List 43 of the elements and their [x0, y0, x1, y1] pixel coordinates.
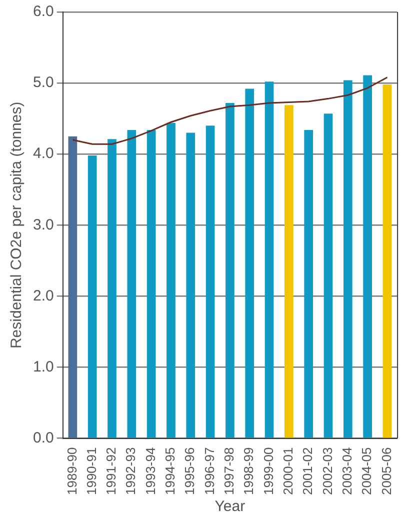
x-tick-label: 1999-00 — [260, 447, 276, 496]
x-tick-label: 2000-01 — [280, 447, 296, 496]
x-tick-label: 1990-91 — [84, 447, 99, 496]
bar — [68, 136, 78, 438]
bar — [284, 105, 294, 438]
bar — [166, 122, 176, 438]
x-tick-label: 1998-99 — [241, 447, 256, 496]
x-tick-label: 2001-02 — [300, 447, 316, 496]
y-tick-label: 6.0 — [32, 3, 54, 20]
x-tick-label: 2005-06 — [378, 447, 394, 496]
bar — [108, 139, 116, 438]
bar — [304, 130, 314, 438]
bar — [264, 82, 274, 438]
x-axis-title: Year — [214, 498, 246, 516]
x-tick-label: 1989-90 — [64, 447, 80, 496]
bar — [226, 102, 234, 438]
x-tick-label: 2003-04 — [339, 447, 354, 496]
x-tick-label: 1996-97 — [202, 447, 217, 496]
bar — [245, 88, 254, 438]
bar — [127, 130, 136, 438]
y-tick-label: 1.0 — [32, 358, 54, 376]
y-tick-label: 2.0 — [32, 287, 54, 304]
x-tick-label: 1995-96 — [182, 447, 198, 496]
bar — [363, 75, 372, 438]
x-tick-label: 2002-03 — [320, 447, 335, 496]
bar — [343, 80, 352, 438]
y-tick-label: 5.0 — [32, 74, 54, 92]
x-tick-label: 1992-93 — [123, 447, 138, 496]
x-tick-label: 1993-94 — [142, 447, 158, 496]
y-tick-label: 4.0 — [32, 145, 54, 162]
y-axis-title: Residential CO2e per capita (tonnes) — [8, 102, 26, 349]
y-tick-label: 3.0 — [32, 216, 54, 234]
bar — [146, 130, 156, 438]
y-tick-label: 0.0 — [32, 429, 54, 446]
bar — [206, 126, 215, 438]
x-tick-label: 1994-95 — [162, 447, 178, 496]
bar — [88, 156, 97, 438]
bar — [186, 132, 196, 438]
x-tick-label: 1991-92 — [104, 447, 119, 496]
bar — [382, 84, 392, 438]
x-tick-label: 1997-98 — [222, 447, 237, 496]
bar — [324, 114, 333, 438]
x-tick-label: 2004-05 — [359, 447, 374, 496]
